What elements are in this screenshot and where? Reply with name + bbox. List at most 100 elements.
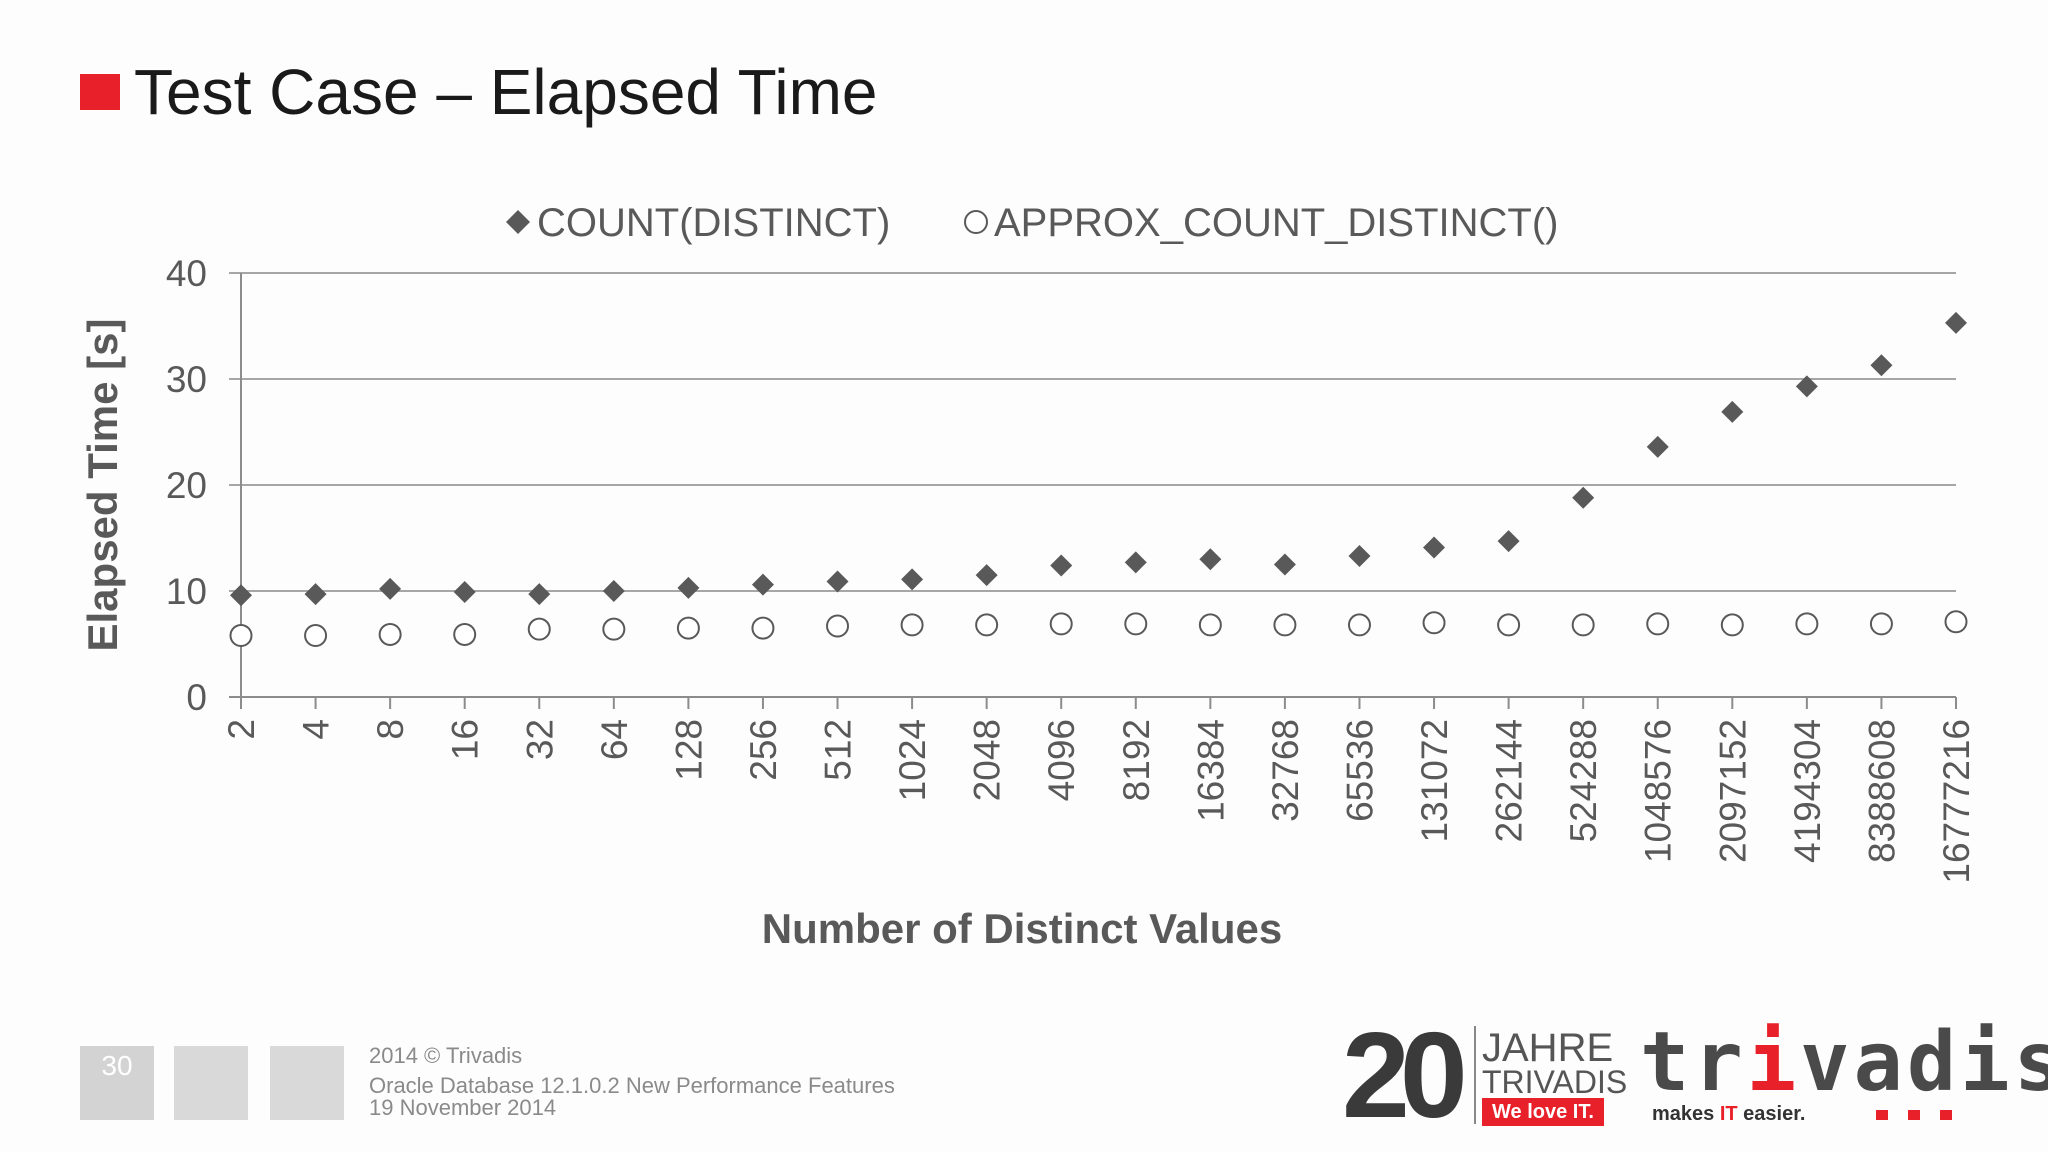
data-point-approx-count-distinct (1944, 610, 1968, 634)
footer-subtitle: Oracle Database 12.1.0.2 New Performance… (369, 1073, 895, 1098)
x-tick-label: 2 (221, 719, 262, 740)
legend-label-approx-count-distinct: APPROX_COUNT_DISTINCT() (994, 201, 1559, 245)
x-tick-label: 1024 (892, 719, 933, 801)
brand-dot (1876, 1110, 1888, 1120)
trivadis-brand-logo: trivadis (1640, 1022, 2048, 1104)
data-point-approx-count-distinct (1720, 613, 1744, 637)
data-point-count-distinct (1124, 551, 1147, 574)
page-number-text: 30 (101, 1050, 133, 1081)
x-tick-label: 16777216 (1936, 719, 1977, 884)
data-point-approx-count-distinct (229, 624, 253, 648)
x-tick-label: 4 (296, 719, 337, 740)
x-tick-label: 2048 (967, 719, 1008, 801)
data-point-approx-count-distinct (826, 614, 850, 638)
legend-marker-count-distinct (506, 210, 530, 234)
data-point-approx-count-distinct (1646, 612, 1670, 636)
data-point-count-distinct (1348, 545, 1371, 568)
x-tick-label: 128 (668, 719, 709, 781)
data-point-approx-count-distinct (527, 617, 551, 641)
x-tick-label: 1048576 (1638, 719, 1679, 863)
data-point-count-distinct (826, 570, 849, 593)
data-point-count-distinct (1497, 530, 1520, 553)
data-point-count-distinct (1572, 486, 1595, 509)
data-point-count-distinct (1423, 536, 1446, 559)
data-point-approx-count-distinct (676, 616, 700, 640)
brand-dot (1940, 1110, 1952, 1120)
x-tick-label: 4194304 (1787, 719, 1828, 863)
brand-text-start: tr (1640, 1015, 1747, 1110)
data-point-approx-count-distinct (1198, 613, 1222, 637)
y-tick-label: 30 (166, 359, 207, 400)
data-point-count-distinct (1273, 553, 1296, 576)
logo-divider (1474, 1026, 1476, 1124)
legend-label-count-distinct: COUNT(DISTINCT) (537, 201, 890, 245)
data-point-count-distinct (1721, 400, 1744, 423)
data-point-count-distinct (901, 568, 924, 591)
data-point-count-distinct (304, 583, 327, 606)
x-tick-label: 4096 (1041, 719, 1082, 801)
y-tick-label: 40 (166, 253, 207, 294)
data-point-approx-count-distinct (1869, 612, 1893, 636)
data-point-count-distinct (528, 583, 551, 606)
data-point-approx-count-distinct (1571, 613, 1595, 637)
y-tick-label: 10 (166, 571, 207, 612)
logo-we-love-it: We love IT. (1482, 1098, 1604, 1126)
twenty-years-logo: 20 JAHRE TRIVADIS We love IT. (1342, 1007, 1812, 1143)
y-tick-label: 20 (166, 465, 207, 506)
brand-dot (1908, 1110, 1920, 1120)
data-point-approx-count-distinct (900, 613, 924, 637)
footer-box-3 (270, 1046, 344, 1120)
data-point-count-distinct (1050, 554, 1073, 577)
x-tick-label: 8 (370, 719, 411, 740)
tagline-end: easier. (1737, 1103, 1806, 1125)
data-point-approx-count-distinct (975, 613, 999, 637)
footer-box-2 (174, 1046, 248, 1120)
x-tick-label: 524288 (1563, 719, 1604, 842)
data-point-approx-count-distinct (1049, 612, 1073, 636)
data-point-count-distinct (1199, 548, 1222, 571)
data-point-count-distinct (751, 573, 774, 596)
data-point-approx-count-distinct (1273, 613, 1297, 637)
data-point-count-distinct (230, 584, 252, 607)
x-tick-label: 65536 (1339, 719, 1380, 822)
title-accent-square (80, 74, 120, 110)
footer-copyright: 2014 © Trivadis (369, 1043, 523, 1068)
data-point-count-distinct (602, 580, 625, 602)
x-tick-label: 131072 (1414, 719, 1455, 842)
data-point-approx-count-distinct (602, 617, 626, 641)
data-point-approx-count-distinct (378, 622, 402, 646)
x-tick-label: 16 (445, 719, 486, 760)
logo-jahre: JAHRE (1482, 1026, 1614, 1070)
data-point-approx-count-distinct (751, 616, 775, 640)
x-tick-label: 32 (519, 719, 560, 760)
slide-title: Test Case – Elapsed Time (80, 52, 877, 132)
y-tick-label: 0 (186, 677, 207, 718)
brand-tagline: makes IT easier. (1652, 1104, 1805, 1124)
data-point-count-distinct (453, 581, 476, 604)
tagline-start: makes (1652, 1103, 1720, 1125)
data-point-approx-count-distinct (1422, 611, 1446, 635)
data-point-approx-count-distinct (304, 624, 328, 648)
data-point-approx-count-distinct (453, 622, 477, 646)
slide-title-text: Test Case – Elapsed Time (134, 56, 878, 128)
data-point-count-distinct (1795, 375, 1818, 398)
brand-dots (1876, 1110, 1952, 1120)
logo-trivadis-small: TRIVADIS (1482, 1064, 1628, 1100)
x-axis-label: Number of Distinct Values (762, 905, 1282, 952)
tagline-it: IT (1719, 1103, 1738, 1125)
data-point-count-distinct (1870, 354, 1893, 377)
x-tick-label: 256 (743, 719, 784, 781)
data-point-count-distinct (1646, 435, 1669, 458)
x-tick-label: 262144 (1489, 719, 1530, 842)
x-tick-label: 2097152 (1712, 719, 1753, 863)
x-tick-label: 8388608 (1861, 719, 1902, 863)
data-point-count-distinct (975, 564, 998, 587)
x-tick-label: 16384 (1190, 719, 1231, 822)
data-point-approx-count-distinct (1497, 613, 1521, 637)
data-point-count-distinct (677, 576, 700, 599)
brand-text-i: i (1746, 1015, 1801, 1110)
data-point-approx-count-distinct (1795, 612, 1819, 636)
logo-20: 20 (1342, 1007, 1468, 1143)
